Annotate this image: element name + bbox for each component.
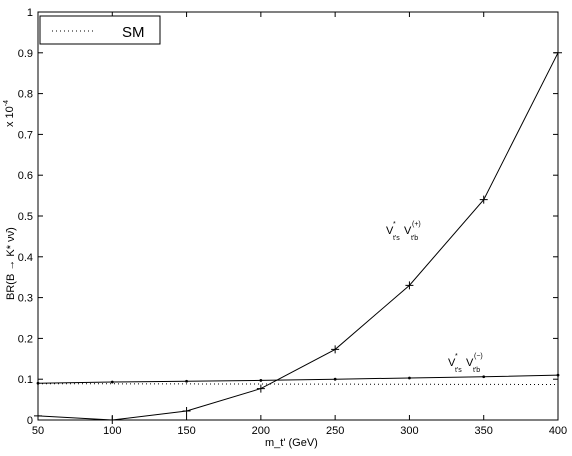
data-point-dot [333, 377, 337, 381]
annotation-minus-sub2: t'b [473, 367, 480, 374]
y-tick-label: 0.3 [18, 293, 33, 305]
x-tick-label: 150 [177, 425, 195, 437]
data-point-plus [405, 281, 414, 290]
annotation-plus-sub1: t's [393, 235, 400, 242]
data-point-plus [331, 345, 340, 354]
data-point-plus [34, 411, 42, 420]
annotation-minus: V * t's V t'b (−) [448, 353, 483, 374]
annotation-minus-sub1: t's [455, 367, 462, 374]
annotation-plus-sup2: (+) [412, 221, 421, 228]
annotation-plus-v2: V [404, 225, 412, 237]
y-tick-label: 0.6 [18, 170, 33, 182]
x-tick-label: 400 [549, 425, 567, 437]
data-point-plus [256, 384, 265, 393]
annotation-plus: V * t's V t'b (+) [386, 221, 421, 242]
legend-box [39, 15, 161, 45]
y-tick-label: 0.4 [18, 252, 33, 264]
legend-sm-label: SM [122, 24, 145, 41]
data-point-plus [554, 48, 562, 57]
annotation-minus-sup2: (−) [474, 353, 483, 360]
data-point-plus [479, 195, 488, 204]
series-line-2 [37, 383, 559, 386]
y-tick-label: 1 [27, 7, 33, 19]
y-tick-label: 0 [27, 415, 33, 427]
series-line-1 [37, 374, 559, 384]
data-point-dot [408, 376, 411, 380]
annotation-plus-sup1: * [393, 221, 396, 228]
data-point-dot [556, 373, 560, 377]
axis-ticks: 50 100 150 200 250 300 350 400 0 0.1 0.2 0.3 0.4 0.5 0… [18, 7, 567, 437]
series-layer [34, 48, 562, 424]
legend: SM [39, 15, 161, 45]
annotation-plus-v1: V [386, 225, 394, 237]
y-axis-label: BR(B → K* νν̄) [5, 227, 17, 300]
y-tick-label: 0.1 [18, 374, 33, 386]
x-tick-label: 100 [103, 425, 121, 437]
series-line-0 [37, 52, 559, 421]
annotation-plus-sub2: t'b [411, 235, 418, 242]
data-point-dot [185, 379, 188, 383]
data-point-plus [182, 407, 191, 416]
x-tick-label: 50 [32, 425, 44, 437]
y-tick-label: 0.5 [18, 211, 33, 223]
x-axis-label: m_t' (GeV) [265, 437, 318, 449]
y-tick-label: 0.8 [18, 89, 33, 101]
data-point-dot [482, 375, 486, 379]
data-point-dot [259, 379, 263, 382]
annotation-minus-sup1: * [455, 353, 458, 360]
data-point-dot [110, 380, 114, 384]
x-tick-label: 350 [475, 425, 493, 437]
data-point-plus [108, 416, 117, 424]
x-tick-label: 250 [326, 425, 344, 437]
annotation-minus-v2: V [466, 357, 474, 369]
x-tick-label: 300 [400, 425, 418, 437]
y-tick-label: 0.7 [18, 129, 33, 141]
y-tick-label: 0.9 [18, 48, 33, 60]
annotation-minus-v1: V [448, 357, 456, 369]
y-multiplier: x 10-4 [3, 100, 16, 127]
plot-area [37, 11, 559, 421]
x-tick-label: 200 [252, 425, 270, 437]
y-tick-label: 0.2 [18, 333, 33, 345]
